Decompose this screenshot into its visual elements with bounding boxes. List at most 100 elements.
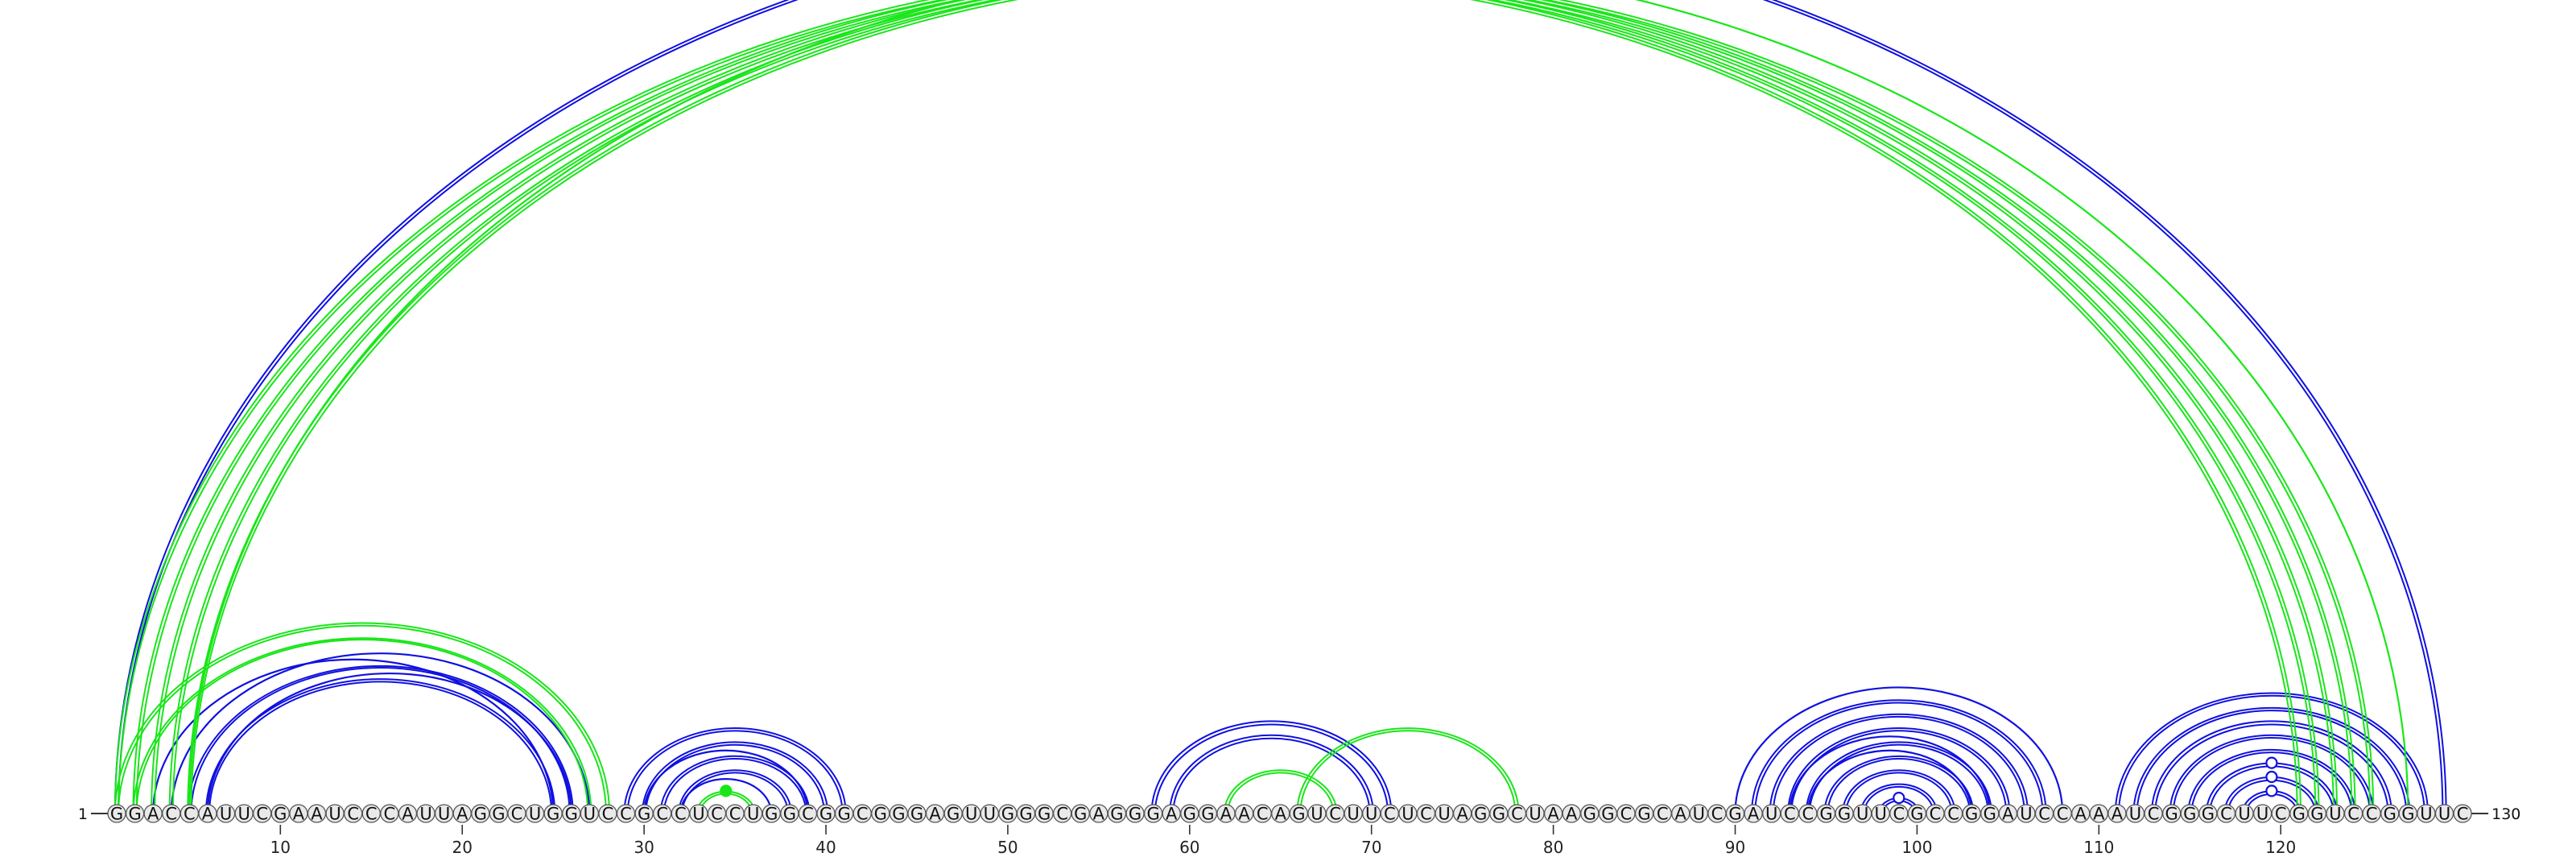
nucleotide: A [2107,804,2127,824]
nucleotide: G [1980,804,2000,824]
nucleotide: G [1071,804,1090,824]
nucleotide-letter: C [1384,805,1396,824]
nucleotide-letter: C [1802,805,1814,824]
nucleotide: C [1507,804,1527,824]
nucleotide-letter: A [2093,805,2105,824]
nucleotide: U [2125,804,2145,824]
nucleotide: A [2071,804,2091,824]
nucleotide-letter: U [584,805,596,824]
pair-marker [2265,770,2278,784]
sequence-start-label: 1 [78,805,88,823]
nucleotide-letter: G [910,805,923,824]
nucleotide: A [1543,804,1563,824]
pair-markers [720,756,2278,805]
nucleotide-letter: C [1511,805,1523,824]
nucleotide: C [653,804,672,824]
blue-base-pair-arc [1841,769,1956,814]
nucleotide-letter: C [656,805,668,824]
nucleotide-letter: C [2275,805,2287,824]
nucleotide: U [1762,804,1781,824]
nucleotide: C [1616,804,1636,824]
green-base-pair-arc [132,0,2320,814]
green-base-pair-arc [1296,727,1520,814]
nucleotide: A [1234,804,1254,824]
nucleotide: A [1089,804,1108,824]
nucleotide: G [1289,804,1308,824]
nucleotide: U [525,804,545,824]
nucleotide: C [2271,804,2290,824]
nucleotide-letter: G [1838,805,1851,824]
nucleotide-letter: G [1129,805,1141,824]
nucleotide: G [1598,804,1618,824]
nucleotide-letter: C [2220,805,2232,824]
nucleotide: G [1907,804,1927,824]
nucleotide-letter: U [1347,805,1359,824]
nucleotide-letter: G [1637,805,1650,824]
nucleotide-letter: U [2020,805,2032,824]
nucleotide: U [1398,804,1418,824]
nucleotide-letter: G [1601,805,1614,824]
nucleotide-letter: G [2165,805,2178,824]
nucleotide: U [962,804,981,824]
nucleotide: G [1034,804,1054,824]
nucleotide: G [907,804,927,824]
green-base-pair-arc [1223,769,1338,814]
nucleotide-letter: G [1201,805,1214,824]
nucleotide: U [434,804,454,824]
nucleotide-letter: G [2202,805,2215,824]
nucleotide-letter: C [602,805,614,824]
green-base-pair-arc [132,637,592,814]
blue-base-pair-arc [1734,686,2064,814]
nucleotide-letter: G [2401,805,2414,824]
nucleotide: C [2144,804,2163,824]
nucleotide-letter: C [802,805,814,824]
nucleotide: U [580,804,599,824]
nucleotide: G [2380,804,2400,824]
blue-base-pair-arc [114,0,2447,814]
nucleotide: A [1453,804,1472,824]
nucleotide-letter: A [147,805,159,824]
blue-base-pair-arc [1806,749,1973,814]
nucleotide-letter: C [1420,805,1432,824]
nucleotide-letter: A [456,805,469,824]
tick-label: 40 [815,838,836,857]
nucleotide-letter: G [492,805,505,824]
nucleotide: U [744,804,763,824]
nucleotide-letter: G [837,805,850,824]
nucleotide-letter: A [311,805,323,824]
nucleotide-letter: C [511,805,523,824]
nucleotide: G [1634,804,1654,824]
nucleotide-letter: G [1019,805,1032,824]
nucleotide-letter: C [1784,805,1796,824]
nucleotide: A [143,804,163,824]
nucleotide: G [2180,804,2199,824]
blue-base-pair-arc [187,664,574,814]
nucleotide: A [289,804,308,824]
nucleotide: C [1943,804,1963,824]
nucleotide-letter: G [819,805,832,824]
nucleotide-letter: U [220,805,232,824]
nucleotide-letter: G [274,805,287,824]
nucleotide-letter: C [729,805,741,824]
blue-base-pair-arc [679,778,773,814]
nucleotide-letter: G [1728,805,1741,824]
nucleotide-letter: U [2238,805,2250,824]
pair-marker [1893,792,1905,805]
tick-label: 90 [1725,838,1745,857]
nucleotide: G [1489,804,1509,824]
nucleotide-letter: G [947,805,960,824]
nucleotide: A [307,804,327,824]
nucleotide-letter: C [1056,805,1068,824]
nucleotide: G [1471,804,1490,824]
nucleotide: A [452,804,472,824]
nucleotide-letter: C [2347,805,2359,824]
nucleotide-letter: A [929,805,941,824]
nucleotide: G [1835,804,1854,824]
nucleotide: U [1525,804,1545,824]
tick-label: 110 [2083,838,2114,857]
nucleotide-letter: C [857,805,869,824]
nucleotide-letter: U [692,805,704,824]
nucleotide: U [1871,804,1890,824]
nucleotide: G [270,804,290,824]
nucleotide-letter: G [1984,805,1996,824]
